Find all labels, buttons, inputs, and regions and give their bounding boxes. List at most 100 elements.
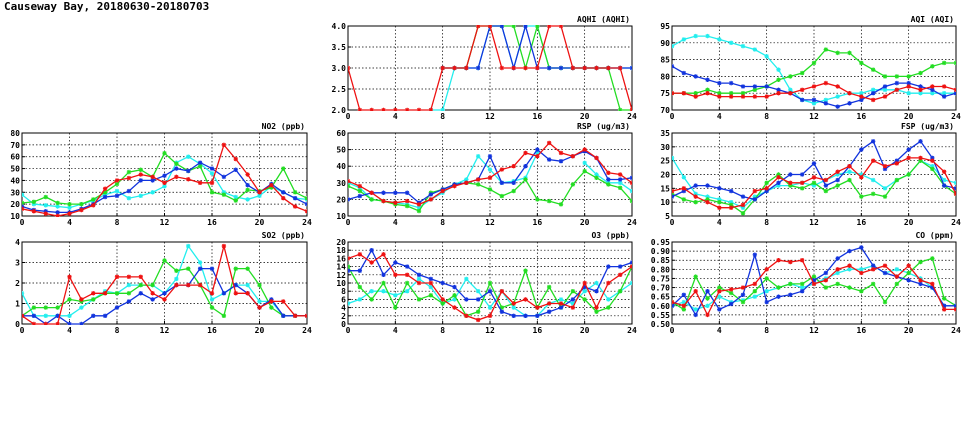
data-point (102, 194, 108, 200)
data-point (918, 139, 923, 144)
y-tick-label: 0.70 (651, 284, 670, 293)
data-point (705, 199, 710, 205)
data-point (606, 182, 611, 187)
data-point (452, 65, 457, 71)
data-point (162, 184, 167, 189)
data-point (717, 294, 722, 299)
data-point (728, 188, 734, 194)
data-point (705, 87, 710, 93)
data-point (918, 87, 923, 93)
data-point (594, 65, 599, 71)
data-point (728, 94, 734, 99)
y-tick-label: 60 (10, 153, 20, 162)
data-point (629, 260, 632, 265)
data-point (102, 192, 108, 197)
x-tick-label: 8 (440, 326, 445, 335)
y-tick-label: 10 (336, 279, 346, 288)
data-point (930, 155, 935, 161)
data-point (740, 43, 746, 49)
data-point (22, 313, 25, 318)
data-point (764, 267, 769, 272)
x-tick-label: 0 (20, 218, 25, 227)
data-point (930, 87, 935, 93)
data-point (91, 313, 96, 318)
data-point (717, 80, 722, 86)
data-point (102, 190, 108, 195)
y-tick-label: 80 (10, 129, 20, 138)
data-point (440, 297, 445, 302)
data-point (114, 305, 120, 310)
data-point (546, 140, 552, 146)
y-tick-label: 50 (336, 146, 346, 155)
data-point (233, 198, 238, 203)
data-point (558, 65, 564, 71)
x-tick-label: 0 (670, 326, 675, 335)
data-point (245, 197, 250, 202)
data-point (918, 259, 923, 265)
data-point (799, 87, 805, 93)
data-point (440, 301, 445, 306)
data-point (681, 37, 687, 42)
data-point (138, 167, 143, 172)
data-point (348, 268, 351, 273)
data-point (269, 305, 274, 310)
data-point (752, 188, 758, 194)
data-point (428, 293, 434, 298)
data-point (452, 305, 457, 310)
data-point (835, 94, 840, 99)
data-point (693, 312, 698, 318)
data-point (606, 305, 611, 310)
y-tick-label: 30 (10, 188, 20, 197)
data-point (776, 285, 781, 290)
data-point (428, 197, 434, 202)
data-point (67, 201, 72, 207)
data-point (823, 177, 829, 183)
data-point (55, 213, 60, 217)
data-point (348, 197, 351, 202)
data-point (764, 94, 769, 99)
y-tick-label: 0.90 (651, 247, 670, 256)
data-point (440, 107, 445, 111)
data-point (906, 278, 911, 283)
chart-title: RSP (ug/m3) (577, 122, 630, 131)
data-point (582, 168, 587, 174)
x-tick-label: 24 (627, 326, 637, 335)
data-point (606, 65, 611, 71)
data-point (582, 65, 587, 71)
data-point (475, 182, 481, 187)
data-point (930, 281, 935, 287)
data-point (55, 204, 60, 209)
data-point (705, 91, 710, 96)
data-point (906, 80, 911, 86)
data-point (245, 187, 250, 193)
data-point (582, 147, 587, 152)
data-point (546, 25, 552, 29)
data-point (847, 164, 852, 169)
data-point (150, 282, 155, 288)
data-point (894, 158, 900, 163)
data-point (835, 267, 840, 272)
data-point (870, 267, 876, 272)
data-point (823, 285, 829, 290)
data-point (535, 154, 540, 159)
data-point (882, 186, 888, 191)
data-point (740, 205, 746, 210)
data-point (416, 208, 422, 214)
y-tick-label: 0.55 (651, 311, 670, 320)
series-green (672, 256, 956, 312)
series-red (348, 140, 632, 207)
data-point (245, 172, 250, 177)
data-point (859, 91, 864, 96)
x-tick-label: 8 (115, 326, 120, 335)
data-point (209, 291, 215, 296)
series-cyan (348, 276, 632, 318)
data-point (953, 60, 956, 66)
data-point (381, 198, 386, 204)
data-point (728, 290, 734, 296)
x-tick-label: 16 (533, 112, 543, 121)
data-point (570, 65, 576, 71)
data-point (930, 64, 935, 69)
data-point (776, 294, 781, 299)
data-point (487, 175, 493, 181)
data-point (209, 166, 215, 171)
